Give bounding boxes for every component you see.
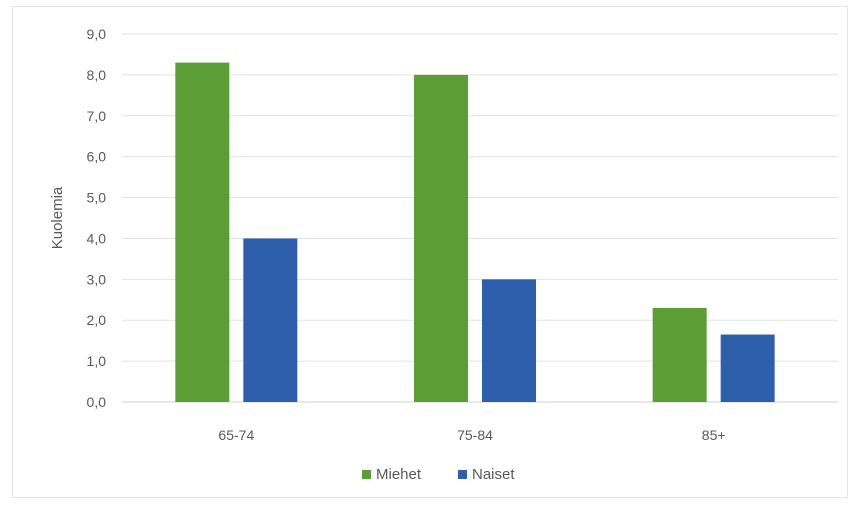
- y-tick-label: 2,0: [87, 312, 107, 328]
- gridlines: [122, 33, 838, 403]
- y-tick-label: 8,0: [87, 67, 107, 83]
- x-tick-label: 65-74: [218, 427, 254, 443]
- bar-naiset-65-74: [243, 238, 298, 402]
- y-tick-label: 6,0: [87, 149, 107, 165]
- x-tick-label: 85+: [702, 427, 726, 443]
- legend-label-naiset: Naiset: [472, 466, 515, 483]
- x-tick-label: 75-84: [457, 427, 493, 443]
- y-tick-label: 1,0: [87, 353, 107, 369]
- legend: Miehet Naiset: [362, 466, 515, 483]
- y-tick-label: 4,0: [87, 230, 107, 246]
- bar-naiset-85+: [720, 334, 775, 402]
- bar-miehet-85+: [652, 307, 707, 402]
- bar-miehet-65-74: [175, 62, 230, 402]
- y-tick-labels: 0,0 1,0 2,0 3,0 4,0 5,0 6,0 7,0 8,0 9,0: [87, 26, 107, 410]
- legend-swatch-naiset: [458, 470, 467, 479]
- y-tick-label: 3,0: [87, 271, 107, 287]
- legend-label-miehet: Miehet: [376, 466, 422, 483]
- y-tick-label: 5,0: [87, 190, 107, 206]
- y-axis-title: Kuolemia: [49, 186, 66, 249]
- x-tick-labels: 65-74 75-84 85+: [218, 427, 725, 443]
- y-tick-label: 9,0: [87, 26, 107, 42]
- bar-miehet-75-84: [414, 74, 468, 402]
- legend-swatch-miehet: [362, 470, 371, 479]
- y-tick-label: 7,0: [87, 108, 107, 124]
- y-tick-label: 0,0: [87, 394, 107, 410]
- bar-naiset-75-84: [482, 279, 536, 402]
- bars: [175, 62, 775, 402]
